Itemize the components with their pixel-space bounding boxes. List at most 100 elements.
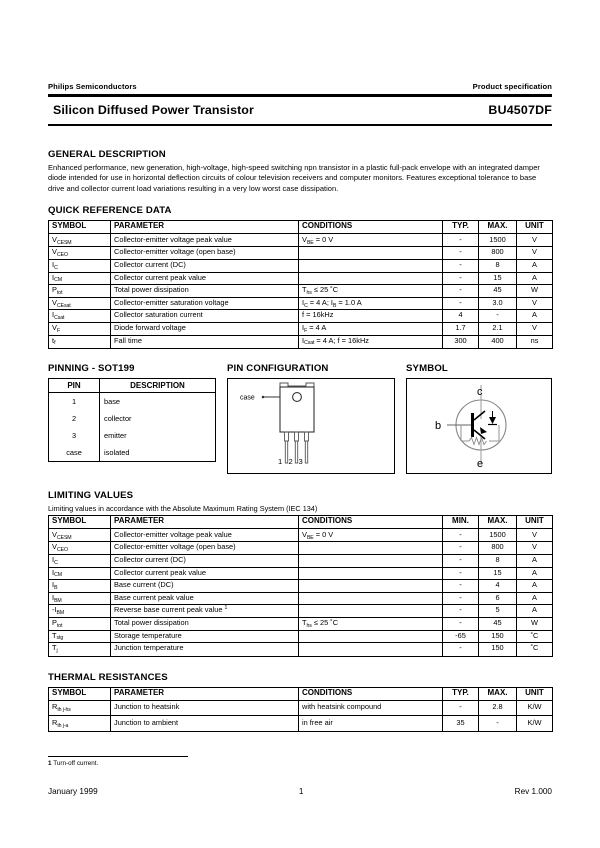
thermal-resistances-table: SYMBOL PARAMETER CONDITIONS TYP. MAX. UN… bbox=[48, 686, 553, 733]
pinning-row: 1 base bbox=[48, 392, 216, 411]
case-label: case bbox=[240, 395, 255, 402]
col-typ: TYP. bbox=[442, 686, 479, 701]
cell-description: emitter bbox=[99, 427, 216, 445]
cell-typ: 1.7 bbox=[442, 322, 479, 336]
part-number: BU4507DF bbox=[488, 102, 552, 117]
header-rule-bottom bbox=[48, 123, 552, 127]
table-header-row: SYMBOL PARAMETER CONDITIONS MIN. MAX. UN… bbox=[48, 514, 553, 529]
cell-max: - bbox=[478, 715, 517, 733]
table-row: VCEO Collector-emitter voltage (open base… bbox=[48, 246, 553, 261]
cell-unit: A bbox=[516, 259, 553, 273]
table-row: VCESM Collector-emitter voltage peak valu… bbox=[48, 232, 553, 248]
cell-conditions: Ths ≤ 25 ˚C bbox=[298, 284, 443, 298]
col-parameter: PARAMETER bbox=[110, 686, 299, 701]
cell-parameter: Reverse base current peak value 1 bbox=[110, 604, 299, 618]
company-name: Philips Semiconductors bbox=[48, 82, 137, 91]
pinning-block: PINNING - SOT199 PIN DESCRIPTION 1 base 2 c… bbox=[48, 363, 216, 463]
cell-symbol: VCESM bbox=[48, 232, 111, 248]
cell-typ: - bbox=[442, 699, 479, 717]
table-row: IB Base current (DC) -4 A bbox=[48, 579, 553, 593]
cell-symbol: VF bbox=[48, 322, 111, 336]
table-row: ICM Collector current peak value -15 A bbox=[48, 566, 553, 581]
cell-max: 15 bbox=[478, 566, 517, 581]
cell-conditions bbox=[298, 642, 443, 657]
cell-max: 4 bbox=[478, 579, 517, 593]
cell-max: 2.8 bbox=[478, 699, 517, 717]
page-title: Silicon Diffused Power Transistor bbox=[53, 102, 254, 117]
pin-3-label: 3 bbox=[299, 457, 303, 466]
table-row: Rth j-hs Junction to heatsink with heatsin… bbox=[48, 699, 553, 717]
cell-symbol: VCEsat bbox=[48, 296, 111, 311]
cell-parameter: Collector-emitter saturation voltage bbox=[110, 296, 299, 311]
cell-max: 3.0 bbox=[478, 296, 517, 311]
col-parameter: PARAMETER bbox=[110, 219, 299, 234]
general-description-text: Enhanced performance, new generation, hi… bbox=[48, 163, 540, 193]
table-row: ICM Collector current peak value -15 A bbox=[48, 271, 553, 286]
cell-symbol: ICM bbox=[48, 566, 111, 581]
cell-parameter: Storage temperature bbox=[110, 629, 299, 644]
table-row: VCEsat Collector-emitter saturation volta… bbox=[48, 296, 553, 311]
cell-unit: V bbox=[516, 296, 553, 311]
cell-min: - bbox=[442, 527, 479, 543]
table-header-row: SYMBOL PARAMETER CONDITIONS TYP. MAX. UN… bbox=[48, 219, 553, 234]
cell-conditions: VBE = 0 V bbox=[298, 527, 443, 543]
col-max: MAX. bbox=[478, 686, 517, 701]
cell-conditions bbox=[298, 246, 443, 261]
cell-typ: - bbox=[442, 296, 479, 311]
package-outline-drawing: case 1 2 3 bbox=[240, 382, 315, 466]
page-footer: January 1999 1 Rev 1.000 bbox=[48, 787, 552, 796]
col-typ: TYP. bbox=[442, 219, 479, 234]
cell-unit: W bbox=[516, 617, 553, 631]
cell-typ: - bbox=[442, 246, 479, 261]
cell-unit: A bbox=[516, 309, 553, 324]
cell-parameter: Base current (DC) bbox=[110, 579, 299, 593]
cell-symbol: IB bbox=[48, 579, 111, 593]
col-unit: UNIT bbox=[516, 514, 553, 529]
col-unit: UNIT bbox=[516, 686, 553, 701]
cell-symbol: Rth j-hs bbox=[48, 699, 111, 717]
cell-min: - bbox=[442, 554, 479, 568]
cell-conditions: VBE = 0 V bbox=[298, 232, 443, 248]
col-conditions: CONDITIONS bbox=[298, 219, 443, 234]
cell-unit: V bbox=[516, 246, 553, 261]
table-header-row: SYMBOL PARAMETER CONDITIONS TYP. MAX. UN… bbox=[48, 686, 553, 701]
col-parameter: PARAMETER bbox=[110, 514, 299, 529]
cell-symbol: IBM bbox=[48, 591, 111, 606]
cell-unit: A bbox=[516, 554, 553, 568]
cell-conditions: IF = 4 A bbox=[298, 322, 443, 336]
pinning-row: case isolated bbox=[48, 444, 216, 463]
cell-symbol: ICsat bbox=[48, 309, 111, 324]
footnote: 1 Turn-off current. bbox=[48, 760, 552, 767]
cell-unit: A bbox=[516, 591, 553, 606]
cell-typ: - bbox=[442, 284, 479, 298]
cell-unit: A bbox=[516, 604, 553, 618]
footer-revision: Rev 1.000 bbox=[514, 787, 552, 797]
cell-conditions bbox=[298, 629, 443, 644]
cell-conditions: f = 16kHz bbox=[298, 309, 443, 324]
cell-unit: ˚C bbox=[516, 642, 553, 657]
cell-parameter: Diode forward voltage bbox=[110, 322, 299, 336]
cell-min: - bbox=[442, 541, 479, 555]
table-row: Tstg Storage temperature -65 150 ˚C bbox=[48, 629, 553, 644]
cell-parameter: Collector-emitter voltage (open base) bbox=[110, 541, 299, 555]
cell-max: 1500 bbox=[478, 232, 517, 248]
cell-conditions bbox=[298, 554, 443, 568]
cell-symbol: Ptot bbox=[48, 617, 111, 631]
pinning-table: PIN DESCRIPTION 1 base 2 collector 3 emitter c… bbox=[48, 378, 216, 463]
cell-symbol: Rth j-a bbox=[48, 715, 111, 733]
footnote-rule bbox=[48, 756, 188, 758]
cell-symbol: Tj bbox=[48, 642, 111, 657]
collector-label: c bbox=[477, 386, 483, 398]
footer-date: January 1999 bbox=[48, 787, 98, 797]
cell-min: - bbox=[442, 604, 479, 618]
general-description-heading: GENERAL DESCRIPTION bbox=[48, 149, 166, 161]
cell-min: - bbox=[442, 566, 479, 581]
cell-unit: ns bbox=[516, 334, 553, 350]
limiting-values-heading: LIMITING VALUES bbox=[48, 490, 134, 502]
col-pin: PIN bbox=[48, 378, 100, 394]
col-max: MAX. bbox=[478, 219, 517, 234]
pinning-row: 2 collector bbox=[48, 410, 216, 428]
table-row: IBM Base current peak value -6 A bbox=[48, 591, 553, 606]
cell-max: 1500 bbox=[478, 527, 517, 543]
